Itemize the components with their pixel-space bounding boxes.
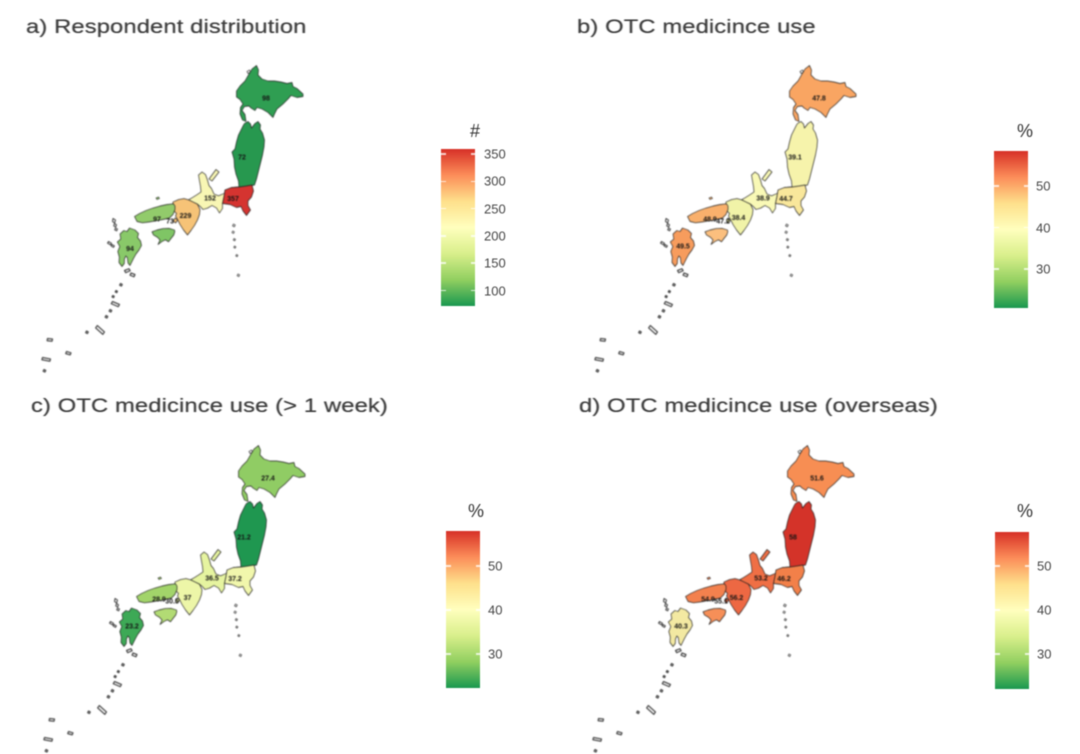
- svg-text:37: 37: [184, 595, 192, 602]
- svg-text:39.1: 39.1: [788, 155, 802, 162]
- svg-text:28.9: 28.9: [152, 597, 166, 604]
- svg-text:51.6: 51.6: [810, 476, 824, 483]
- svg-text:73: 73: [166, 219, 174, 226]
- svg-text:357: 357: [227, 196, 239, 203]
- svg-text:44.7: 44.7: [779, 196, 793, 203]
- svg-text:27.4: 27.4: [261, 476, 275, 483]
- svg-text:54.9: 54.9: [701, 597, 715, 604]
- svg-text:55.1: 55.1: [714, 599, 728, 606]
- svg-text:56.2: 56.2: [730, 595, 744, 602]
- svg-text:49.5: 49.5: [676, 244, 690, 251]
- svg-text:47.8: 47.8: [812, 96, 826, 103]
- svg-text:98: 98: [262, 96, 270, 103]
- svg-text:97: 97: [153, 217, 161, 224]
- svg-text:38.4: 38.4: [732, 215, 746, 222]
- svg-text:21.2: 21.2: [237, 535, 251, 542]
- svg-text:47.2: 47.2: [716, 219, 730, 226]
- svg-text:58: 58: [789, 535, 797, 542]
- svg-text:48.9: 48.9: [703, 217, 717, 224]
- svg-text:23.2: 23.2: [125, 624, 139, 631]
- svg-text:46.2: 46.2: [777, 576, 791, 583]
- svg-text:152: 152: [204, 196, 216, 203]
- svg-text:30.5: 30.5: [165, 599, 179, 606]
- svg-text:36.5: 36.5: [205, 576, 219, 583]
- svg-text:72: 72: [238, 155, 246, 162]
- svg-text:38.9: 38.9: [756, 196, 770, 203]
- svg-text:229: 229: [180, 213, 192, 220]
- svg-text:94: 94: [126, 246, 134, 253]
- svg-text:53.2: 53.2: [754, 576, 768, 583]
- svg-text:40.3: 40.3: [674, 624, 688, 631]
- svg-text:37.2: 37.2: [228, 576, 242, 583]
